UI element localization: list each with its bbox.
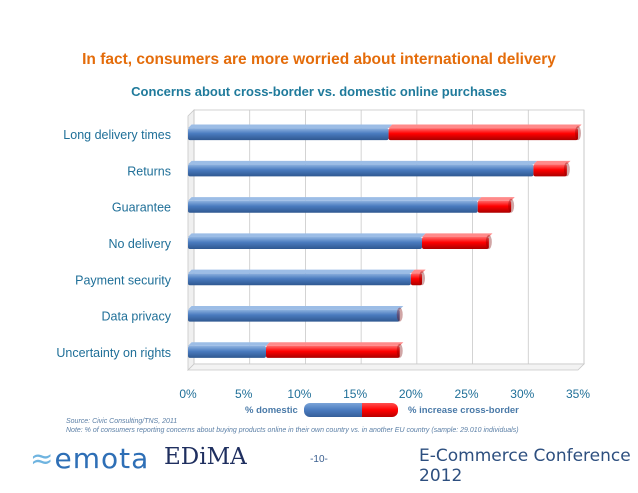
legend-domestic-swatch <box>304 403 362 417</box>
bar-domestic-top <box>188 160 538 165</box>
bar-increase <box>533 164 567 177</box>
bar-increase-top <box>477 197 515 201</box>
plot-floor <box>187 363 585 371</box>
bar-end-cap <box>396 307 403 322</box>
bar-domestic <box>188 128 389 141</box>
category-label: Data privacy <box>102 310 172 324</box>
bar-increase <box>477 200 512 213</box>
page-number: -10- <box>310 454 328 465</box>
bar-increase-top <box>533 160 571 165</box>
bar-increase <box>410 273 422 286</box>
x-tick-label: 15% <box>343 387 367 400</box>
x-tick-label: 10% <box>287 387 311 400</box>
bar-domestic-top <box>188 233 426 237</box>
category-label: Returns <box>127 164 171 178</box>
conference-name: E-Commerce Conference 2012 <box>419 446 631 486</box>
x-tick-label: 30% <box>510 387 534 400</box>
legend-increase-swatch <box>362 403 398 417</box>
bar-domestic-top <box>188 342 270 346</box>
x-tick-label: 35% <box>566 387 590 400</box>
bar-increase <box>422 237 489 249</box>
bar-domestic-top <box>188 197 482 201</box>
bar-increase-top <box>388 124 582 129</box>
slide-title: In fact, consumers are more worried abou… <box>82 51 556 68</box>
category-label: No delivery <box>108 237 171 251</box>
bar-increase <box>266 345 400 358</box>
source-note: Source: Civic Consulting/TNS, 2011 <box>66 418 178 425</box>
bar-chart: Long delivery times Returns Guarantee No de… <box>56 109 590 400</box>
bar-increase <box>388 128 578 141</box>
bar-domestic-top <box>188 269 415 274</box>
bar-domestic <box>188 200 478 213</box>
footnote: Note: % of consumers reporting concerns … <box>66 427 519 434</box>
bar-increase-top <box>410 269 426 274</box>
bar-end-cap <box>575 126 581 141</box>
bar-domestic <box>188 309 400 322</box>
chart-title: Concerns about cross-border vs. domestic… <box>131 84 507 99</box>
bar-domestic <box>188 164 534 177</box>
bar-domestic <box>188 273 411 286</box>
emota-logo: ≈emota <box>30 442 150 475</box>
bar-domestic-top <box>188 305 404 310</box>
category-label: Guarantee <box>112 201 171 215</box>
bar-domestic-top <box>188 124 393 129</box>
bar-increase-top <box>422 233 493 237</box>
chart-legend: % domestic % increase cross-border <box>0 402 638 420</box>
bar-increase-top <box>266 342 404 346</box>
x-tick-label: 0% <box>179 387 197 400</box>
bar-end-cap <box>396 343 403 358</box>
legend-increase-label: % increase cross-border <box>408 405 519 416</box>
category-label: Uncertainty on rights <box>56 346 171 360</box>
edima-logo: EDiMA <box>164 444 247 470</box>
legend-domestic-label: % domestic <box>245 405 298 416</box>
bar-end-cap <box>485 235 492 249</box>
bar-end-cap <box>508 198 515 213</box>
bar-domestic <box>188 237 422 249</box>
bar-end-cap <box>563 162 570 177</box>
category-label: Payment security <box>75 273 172 287</box>
bar-end-cap <box>419 271 425 286</box>
category-label: Long delivery times <box>63 128 171 142</box>
bar-domestic <box>188 345 266 358</box>
x-tick-label: 20% <box>399 387 423 400</box>
x-tick-label: 5% <box>235 387 253 400</box>
x-tick-label: 25% <box>455 387 479 400</box>
slide-footer: ≈emota EDiMA -10- E-Commerce Conference … <box>0 441 638 486</box>
